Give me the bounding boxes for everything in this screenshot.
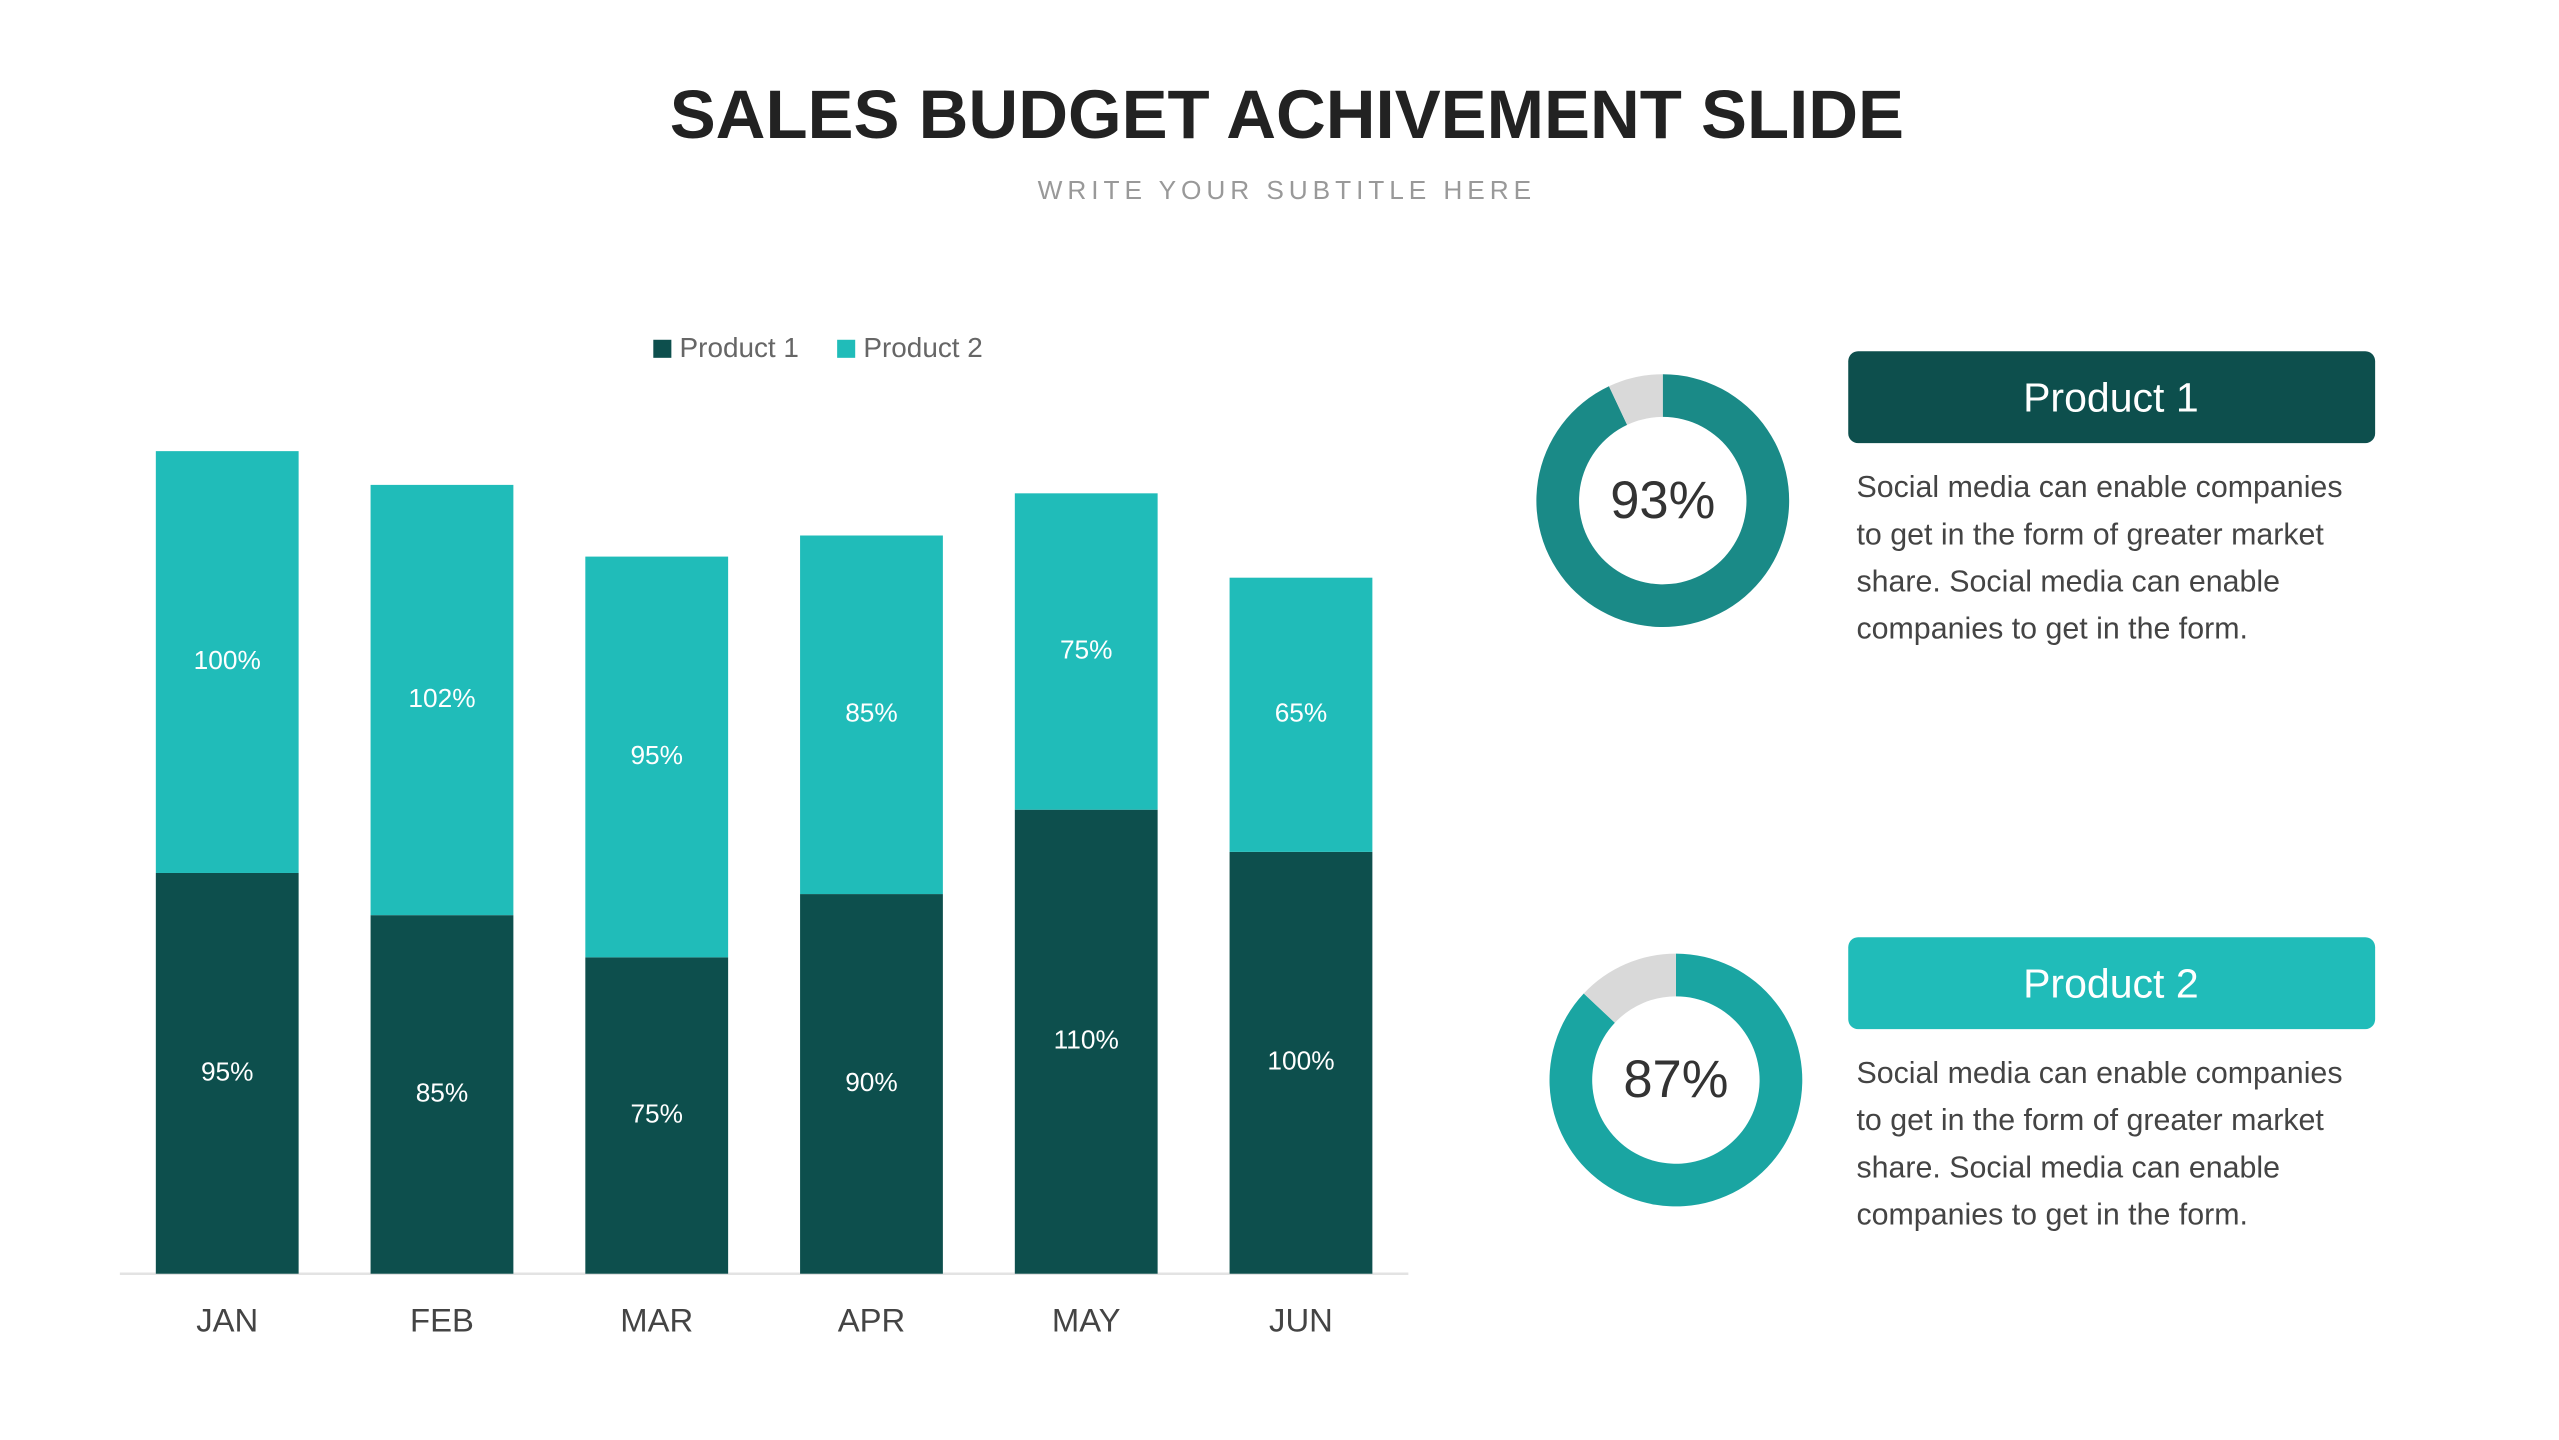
bar-segment bbox=[800, 894, 943, 1274]
donut-segment bbox=[1549, 953, 1803, 1207]
bar-segment bbox=[370, 484, 514, 916]
data-label: 102% bbox=[408, 683, 475, 713]
x-tick-label: FEB bbox=[410, 1302, 474, 1339]
bar-segment bbox=[585, 556, 729, 958]
bar-segment bbox=[585, 957, 729, 1274]
donut-segment bbox=[1608, 374, 1663, 425]
card-header bbox=[1848, 351, 2376, 444]
card-text: Social media can enable companies bbox=[1856, 471, 2342, 504]
card-title: Product 2 bbox=[2023, 960, 2199, 1006]
bar-segment bbox=[155, 451, 299, 873]
donut-center-label: 93% bbox=[1610, 471, 1715, 530]
bar-segment bbox=[1229, 577, 1373, 852]
bar-segment bbox=[1014, 493, 1158, 810]
data-label: 100% bbox=[194, 645, 261, 675]
slide-title: SALES BUDGET ACHIVEMENT SLIDE bbox=[670, 76, 1904, 153]
data-label: 85% bbox=[845, 698, 898, 728]
data-label: 65% bbox=[1275, 698, 1328, 728]
card-text: companies to get in the form. bbox=[1856, 612, 2248, 645]
legend-label: Product 1 bbox=[680, 332, 799, 363]
slide-subtitle: WRITE YOUR SUBTITLE HERE bbox=[1038, 175, 1536, 205]
x-tick-label: APR bbox=[838, 1302, 905, 1339]
data-label: 90% bbox=[845, 1067, 898, 1097]
donut-segment bbox=[1536, 374, 1790, 628]
x-tick-label: MAR bbox=[620, 1302, 693, 1339]
card-text: Social media can enable companies bbox=[1856, 1057, 2342, 1090]
data-label: 75% bbox=[630, 1098, 683, 1128]
data-label: 75% bbox=[1060, 634, 1113, 664]
card-text: share. Social media can enable bbox=[1856, 565, 2280, 598]
data-label: 85% bbox=[416, 1077, 469, 1107]
bar-segment bbox=[800, 535, 943, 895]
donut-segment bbox=[1583, 953, 1676, 1023]
data-label: 95% bbox=[630, 740, 683, 770]
card-text: share. Social media can enable bbox=[1856, 1151, 2280, 1184]
x-tick-label: JUN bbox=[1269, 1302, 1333, 1339]
legend-swatch bbox=[653, 339, 672, 358]
card-text: companies to get in the form. bbox=[1856, 1198, 2248, 1231]
card-title: Product 1 bbox=[2023, 374, 2199, 420]
x-tick-label: JAN bbox=[196, 1302, 258, 1339]
donut-center-label: 87% bbox=[1623, 1050, 1728, 1109]
bar-segment bbox=[370, 915, 514, 1274]
bar-segment bbox=[1229, 851, 1373, 1274]
x-tick-label: MAY bbox=[1052, 1302, 1121, 1339]
data-label: 100% bbox=[1267, 1046, 1334, 1076]
legend-swatch bbox=[837, 339, 856, 358]
data-label: 95% bbox=[201, 1056, 254, 1086]
card-text: to get in the form of greater market bbox=[1856, 1104, 2324, 1137]
card-header bbox=[1848, 937, 2376, 1030]
bar-segment bbox=[155, 872, 299, 1274]
legend-label: Product 2 bbox=[863, 332, 982, 363]
data-label: 110% bbox=[1054, 1025, 1119, 1055]
bar-segment bbox=[1014, 809, 1158, 1274]
card-text: to get in the form of greater market bbox=[1856, 518, 2324, 551]
